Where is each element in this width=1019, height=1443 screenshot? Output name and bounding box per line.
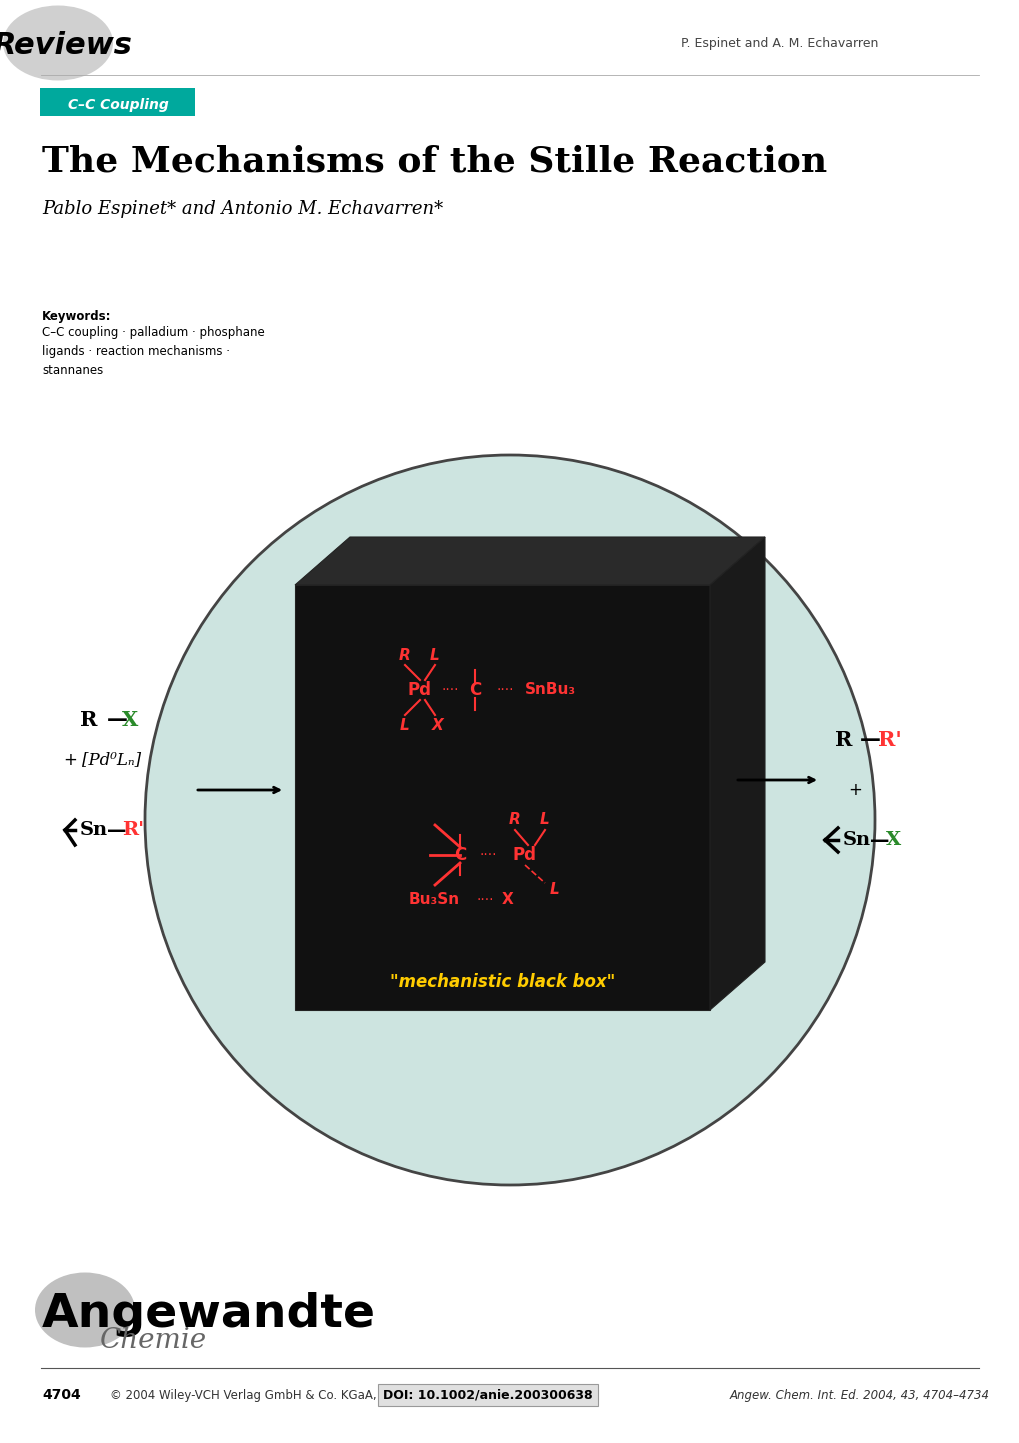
Text: Reviews: Reviews [0,32,131,61]
Text: X: X [886,831,901,848]
Text: R: R [508,812,521,827]
Text: +: + [63,750,76,769]
Text: C–C coupling · palladium · phosphane
ligands · reaction mechanisms ·
stannanes: C–C coupling · palladium · phosphane lig… [42,326,265,377]
Text: Sn: Sn [842,831,870,848]
Text: R: R [398,648,411,662]
Text: "mechanistic black box": "mechanistic black box" [389,973,614,991]
Text: ····: ···· [441,683,459,697]
Text: ····: ···· [476,893,493,908]
Text: Pd: Pd [513,846,536,864]
Text: R': R' [122,821,144,838]
Text: R: R [79,710,97,730]
Text: DOI: 10.1002/anie.200300638: DOI: 10.1002/anie.200300638 [383,1388,592,1401]
Text: Chemie: Chemie [100,1328,207,1354]
Text: SnBu₃: SnBu₃ [524,683,575,697]
Ellipse shape [3,6,113,81]
Text: C: C [469,681,481,698]
Text: —: — [859,730,880,750]
Text: L: L [430,648,439,662]
Text: C–C Coupling: C–C Coupling [67,98,168,113]
Text: [Pd⁰Lₙ]: [Pd⁰Lₙ] [82,752,141,769]
Text: X: X [432,717,443,733]
Text: —: — [869,831,889,850]
Text: L: L [399,717,410,733]
Text: Angew. Chem. Int. Ed. 2004, 43, 4704–4734: Angew. Chem. Int. Ed. 2004, 43, 4704–473… [730,1388,989,1401]
Text: © 2004 Wiley-VCH Verlag GmbH & Co. KGaA, Weinheim: © 2004 Wiley-VCH Verlag GmbH & Co. KGaA,… [110,1388,438,1401]
FancyBboxPatch shape [378,1384,597,1405]
Text: R: R [835,730,852,750]
Text: P. Espinet and A. M. Echavarren: P. Espinet and A. M. Echavarren [681,36,877,49]
Text: Angewandte: Angewandte [42,1291,376,1338]
Text: Pablo Espinet* and Antonio M. Echavarren*: Pablo Espinet* and Antonio M. Echavarren… [42,201,442,218]
Text: X: X [122,710,139,730]
Text: L: L [549,883,559,898]
Polygon shape [294,584,709,1010]
Text: Sn: Sn [79,821,108,838]
Text: 4704: 4704 [42,1388,81,1403]
Text: X: X [501,893,514,908]
Text: +: + [847,781,861,799]
Text: ····: ···· [479,848,496,861]
Text: R': R' [877,730,901,750]
Text: C: C [453,846,466,864]
Text: —: — [107,710,127,730]
FancyBboxPatch shape [40,88,195,115]
Ellipse shape [145,455,874,1185]
Polygon shape [709,537,764,1010]
Text: L: L [540,812,549,827]
Ellipse shape [35,1273,135,1348]
Text: Pd: Pd [408,681,432,698]
Text: Keywords:: Keywords: [42,310,111,323]
Text: Bu₃Sn: Bu₃Sn [409,893,460,908]
Text: The Mechanisms of the Stille Reaction: The Mechanisms of the Stille Reaction [42,144,826,179]
Polygon shape [294,537,764,584]
Text: ····: ···· [496,683,514,697]
Text: —: — [107,821,126,840]
